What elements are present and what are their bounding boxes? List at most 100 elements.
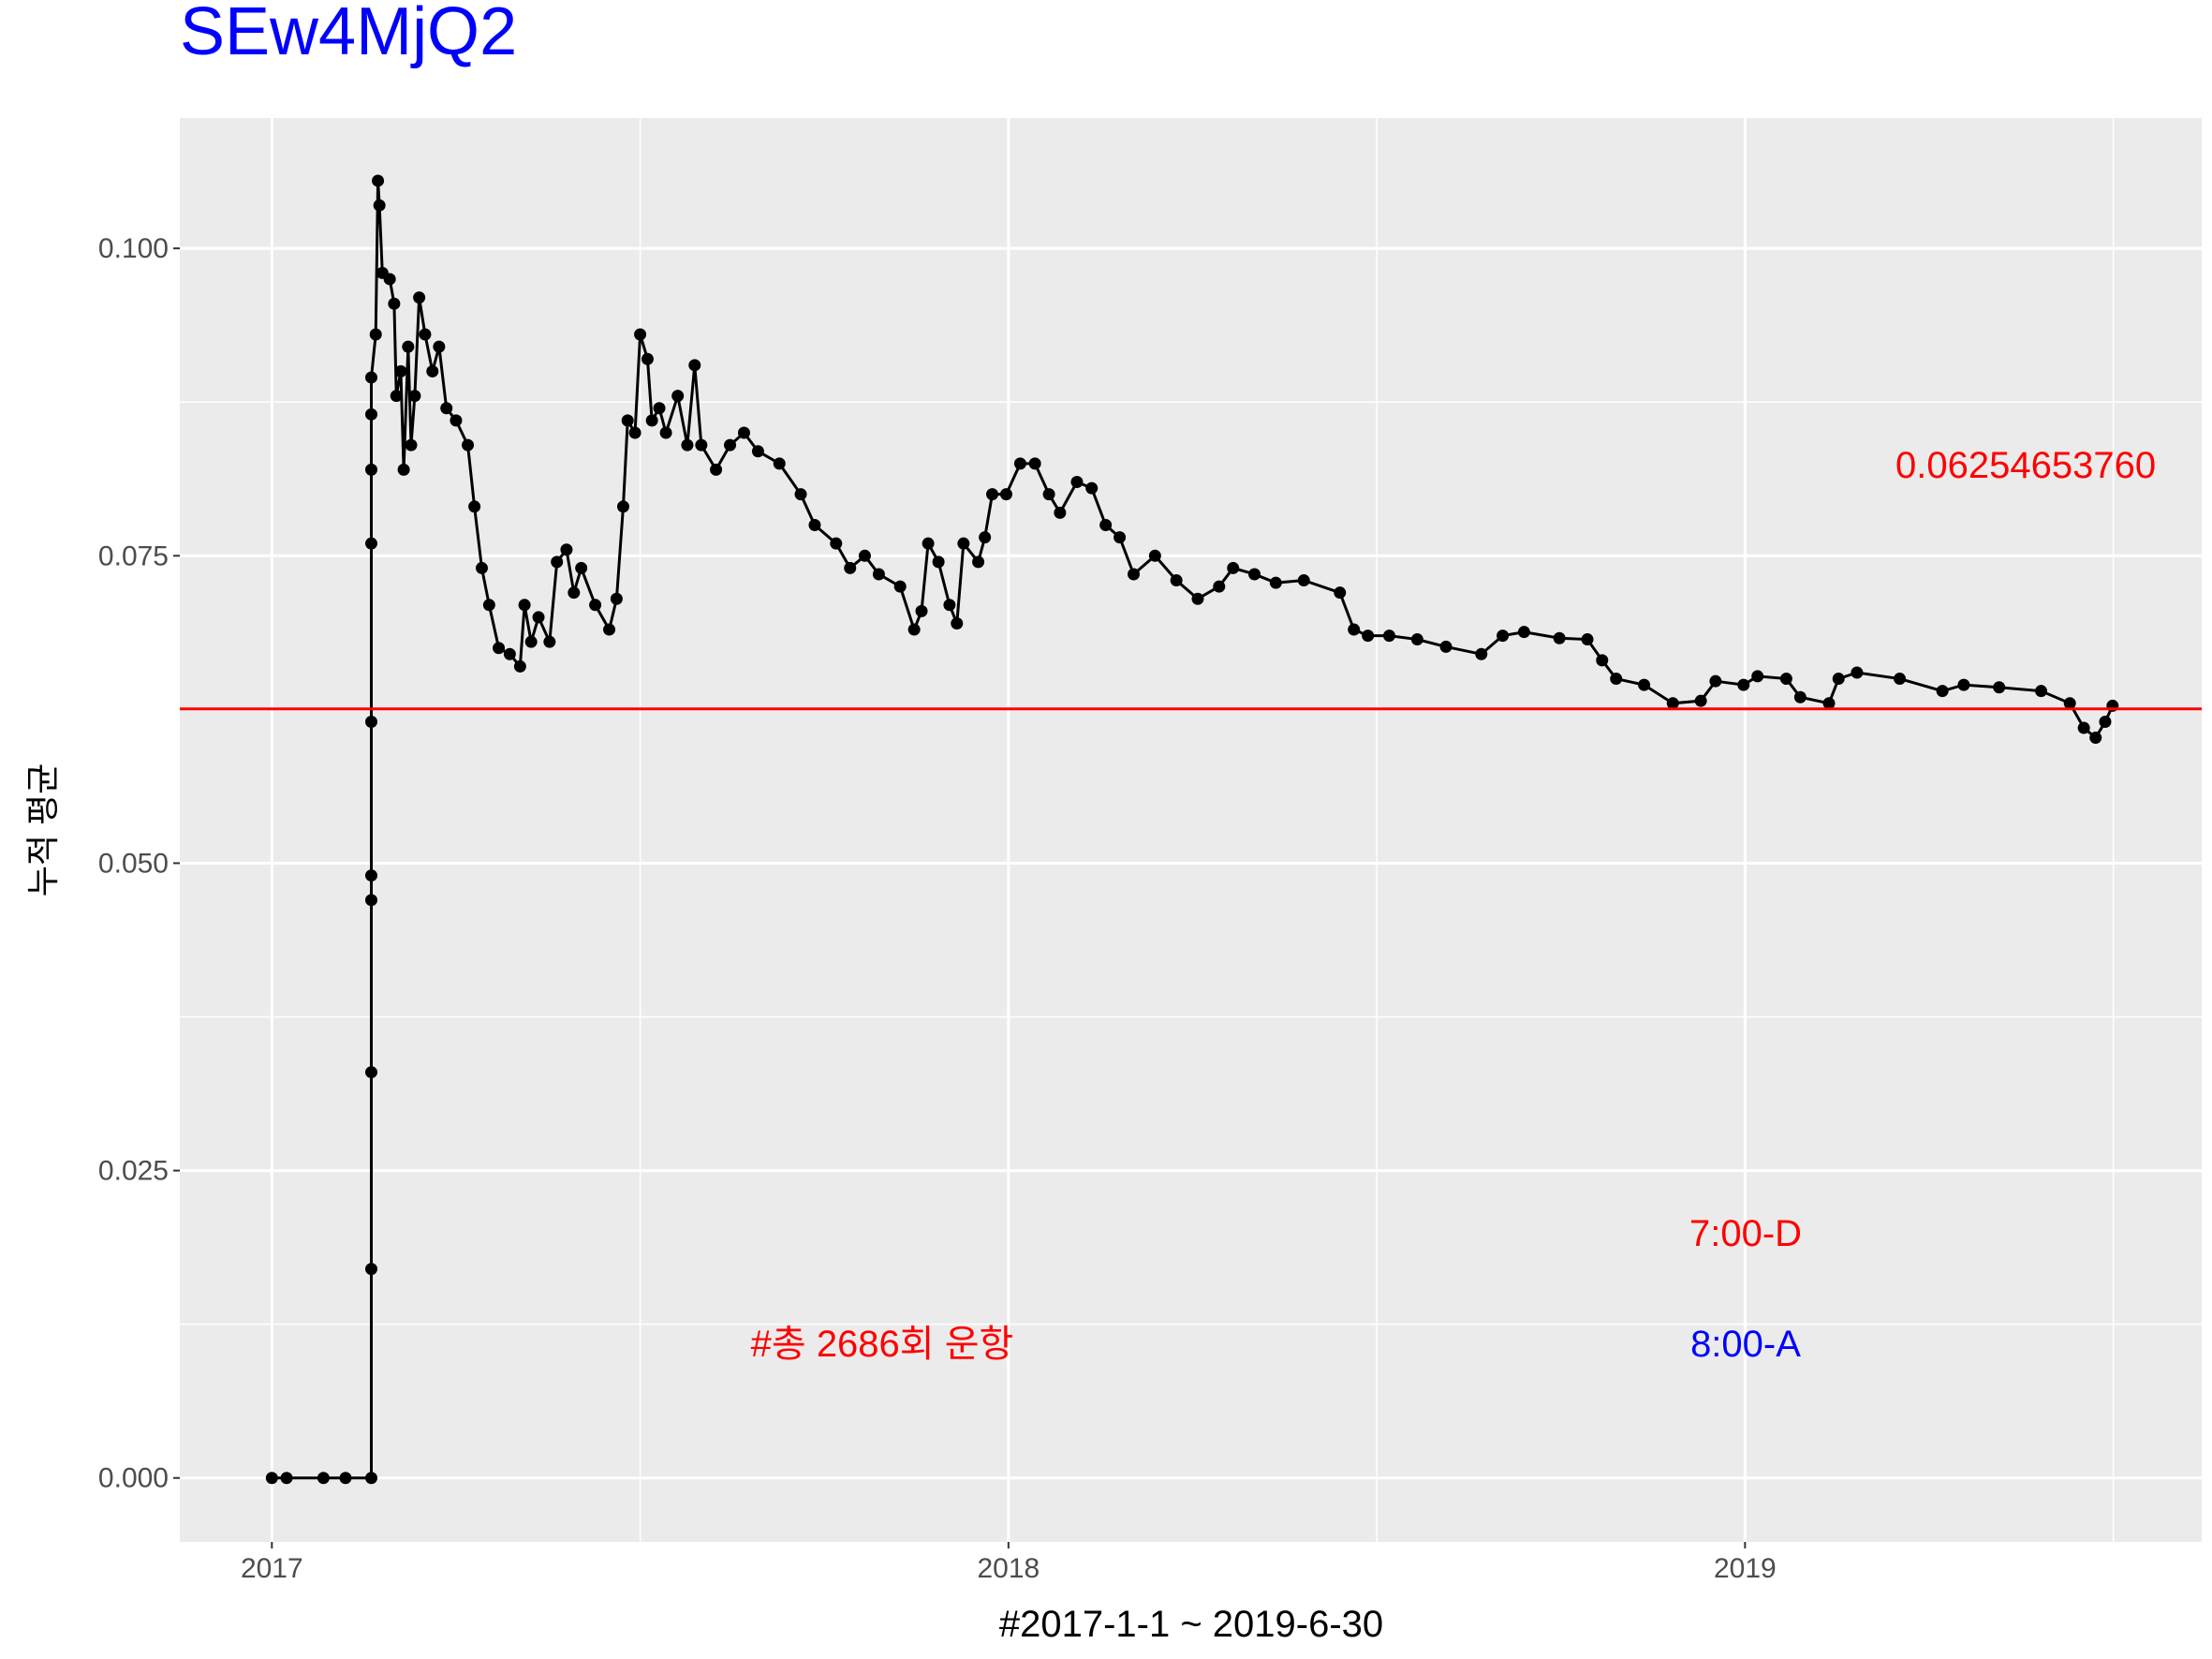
plot-marks (180, 174, 2202, 1485)
data-point (1085, 481, 1099, 495)
data-point (1042, 488, 1055, 501)
data-point (695, 438, 708, 452)
data-point (1553, 631, 1566, 644)
data-point (688, 359, 701, 372)
data-point (872, 568, 885, 581)
data-point (1709, 674, 1722, 688)
data-point (1297, 574, 1310, 587)
data-point (383, 273, 396, 286)
data-point (1269, 576, 1282, 589)
data-point (524, 635, 538, 648)
data-point (1070, 476, 1084, 489)
data-point (402, 340, 415, 353)
chart-title: SEw4MjQ2 (180, 0, 517, 69)
x-axis-title: #2017-1-1 ~ 2019-6-30 (999, 1604, 1383, 1645)
data-point (589, 599, 602, 612)
data-point (1832, 673, 1845, 686)
data-point (372, 174, 385, 187)
data-point (794, 488, 807, 501)
data-point (844, 561, 857, 574)
annotation: 7:00-D (1689, 1213, 1802, 1254)
data-point (369, 328, 382, 341)
data-point (364, 537, 377, 550)
data-point (1610, 673, 1623, 686)
data-point (543, 635, 556, 648)
data-point (1128, 568, 1141, 581)
data-point (468, 500, 481, 513)
data-point (610, 592, 623, 605)
y-tick-label: 0.050 (98, 848, 169, 879)
data-point (628, 426, 641, 439)
data-point (1191, 592, 1204, 605)
data-point (405, 438, 418, 452)
data-point (1957, 678, 1970, 691)
data-point (1334, 586, 1347, 600)
x-tick-label: 2017 (241, 1553, 303, 1584)
data-point (575, 561, 588, 574)
data-point (364, 1066, 377, 1079)
data-point (1148, 549, 1161, 562)
series-line (272, 180, 2115, 1480)
data-point (641, 352, 654, 365)
panel-background (180, 118, 2202, 1542)
data-point (858, 549, 871, 562)
data-point (986, 488, 999, 501)
annotation: #총 2686회 운항 (751, 1324, 1014, 1365)
data-point (408, 390, 421, 403)
data-point (957, 537, 970, 550)
data-point (1993, 681, 2006, 694)
data-point (364, 869, 377, 882)
data-point (364, 894, 377, 907)
y-tick-label: 0.000 (98, 1463, 169, 1494)
x-tick-label: 2018 (977, 1553, 1040, 1584)
data-point (513, 659, 526, 673)
data-point (364, 1472, 377, 1485)
data-point (1213, 580, 1226, 593)
grid (180, 118, 2202, 1542)
data-point (830, 537, 843, 550)
data-point (751, 445, 764, 458)
data-point (426, 364, 439, 378)
data-point (2099, 715, 2112, 728)
data-point (1793, 690, 1806, 704)
data-point (1362, 630, 1375, 643)
data-point (1936, 685, 1949, 698)
data-point (773, 457, 786, 470)
data-point (1497, 630, 1510, 643)
data-point (603, 623, 616, 636)
y-tick-label: 0.075 (98, 541, 169, 571)
data-point (616, 500, 629, 513)
data-point (1054, 506, 1067, 519)
data-point (634, 328, 647, 341)
data-point (653, 402, 666, 415)
data-point (518, 599, 531, 612)
data-point (1581, 633, 1594, 646)
data-point (388, 297, 401, 310)
data-point (482, 599, 495, 612)
data-point (1694, 694, 1707, 707)
data-point (1382, 630, 1395, 643)
data-point (951, 616, 964, 630)
data-point (364, 715, 377, 728)
data-point (1028, 457, 1041, 470)
data-point (1348, 623, 1361, 636)
data-point (280, 1472, 293, 1485)
data-point (710, 463, 723, 476)
data-point (932, 555, 945, 569)
data-point (568, 586, 581, 600)
data-point (972, 555, 985, 569)
data-point (560, 543, 573, 556)
data-point (1517, 626, 1530, 639)
data-point (440, 402, 453, 415)
data-point (2063, 697, 2076, 710)
x-tick-label: 2019 (1714, 1553, 1777, 1584)
data-point (915, 604, 928, 617)
y-axis-title: 누적 평균 (23, 763, 62, 896)
data-point (2077, 721, 2090, 734)
data-point (493, 642, 506, 655)
data-point (1779, 673, 1792, 686)
reference-label: 0.06254653760 (1895, 445, 2156, 486)
data-point (1475, 647, 1488, 660)
data-point (943, 599, 956, 612)
